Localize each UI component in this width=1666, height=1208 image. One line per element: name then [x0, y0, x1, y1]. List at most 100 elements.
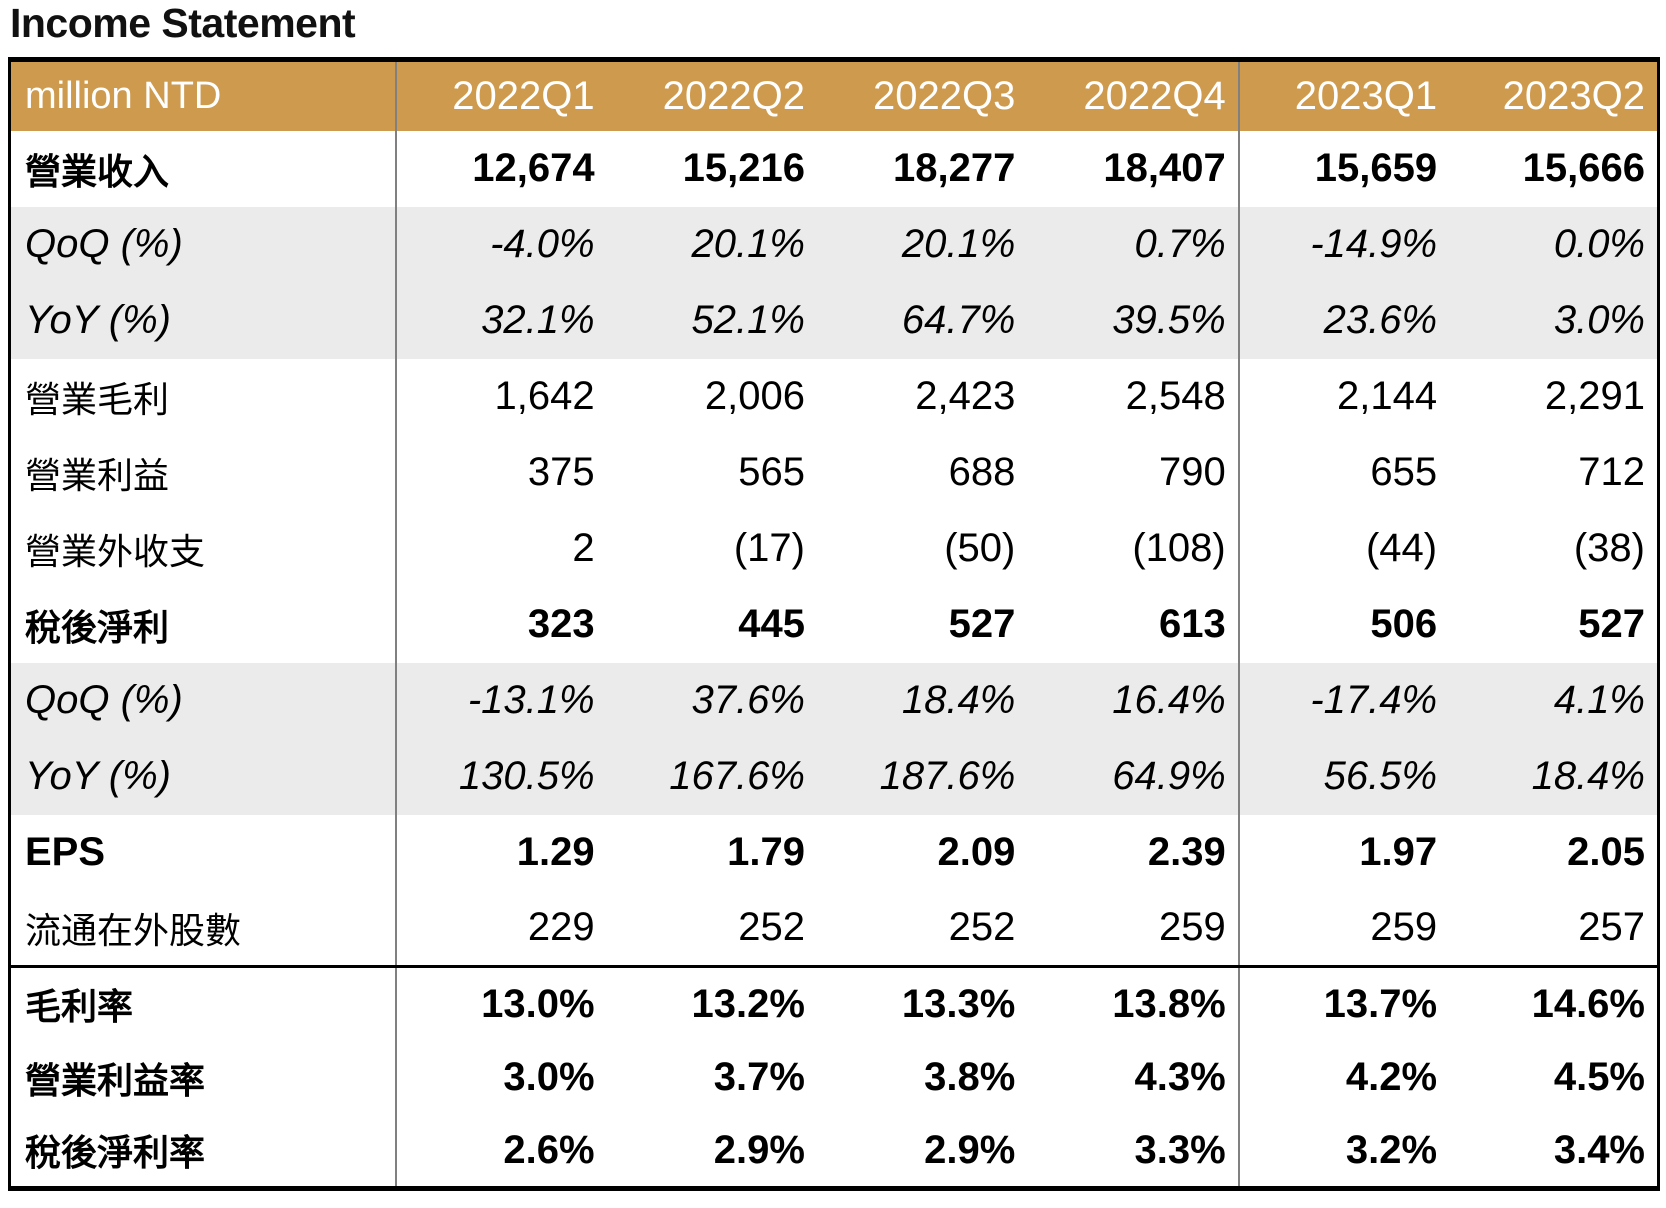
cell-value: 2	[572, 526, 595, 570]
cell-value: 323	[527, 602, 595, 646]
cell-value: 14.6%	[1449, 965, 1659, 1041]
cell-value: 2,423	[915, 374, 1016, 418]
cell-value: 2.09	[937, 830, 1016, 874]
table-row: 營業利益 375 565 688 790 655 712	[9, 434, 1659, 511]
row-label: 營業收入	[9, 130, 398, 207]
cell-value: 64.9%	[1027, 738, 1240, 815]
cell-value: 12,674	[472, 146, 595, 190]
table-row: 營業利益率 3.0% 3.7% 3.8% 4.3% 4.2% 4.5%	[9, 1040, 1659, 1115]
table-row: 毛利率 13.0% 13.2% 13.3% 13.8% 13.7% 14.6%	[9, 965, 1659, 1041]
row-label: 流通在外股數	[9, 890, 398, 967]
cell-value: 13.8%	[1027, 965, 1240, 1041]
cell-value: -14.9%	[1310, 222, 1438, 266]
cell-value: 3.4%	[1553, 1127, 1645, 1172]
cell-value: -17.4%	[1310, 678, 1438, 722]
cell-value: 1.97	[1359, 830, 1438, 874]
cell-value: 20.1%	[901, 222, 1016, 266]
row-label: 營業利益率	[9, 1040, 398, 1115]
table-row: YoY (%) 32.1% 52.1% 64.7% 39.5% 23.6% 3.0%	[9, 282, 1659, 359]
cell-value: 20.1%	[691, 222, 805, 266]
row-label: 稅後淨利率	[9, 1114, 398, 1189]
table-row: 稅後淨利 323 445 527 613 506 527	[9, 586, 1659, 663]
table-row: QoQ (%) -13.1% 37.6% 18.4% 16.4% -17.4% 4.1%	[9, 662, 1659, 739]
cell-value: 18.4%	[901, 678, 1016, 722]
column-header-2022Q3: 2022Q3	[872, 73, 1016, 118]
cell-value: 2,006	[704, 374, 805, 418]
cell-value: 13.2%	[606, 965, 817, 1041]
cell-value: 2.6%	[503, 1127, 595, 1172]
income-statement-table: million NTD 2022Q1 2022Q2 2022Q3 2022Q4 2023Q…	[8, 57, 1660, 1191]
cell-value: 2.39	[1027, 814, 1240, 891]
unit-label: million NTD	[9, 59, 398, 131]
cell-value: 18,407	[1027, 130, 1240, 207]
table-row: YoY (%) 130.5% 167.6% 187.6% 64.9% 56.5% 18.4%	[9, 738, 1659, 815]
cell-value: 15,666	[1522, 146, 1645, 190]
cell-value: 3.8%	[924, 1055, 1016, 1099]
row-label: 營業利益	[9, 434, 398, 511]
row-label: YoY (%)	[9, 738, 398, 815]
row-label: QoQ (%)	[9, 662, 398, 739]
table-row: QoQ (%) -4.0% 20.1% 20.1% 0.7% -14.9% 0.0%	[9, 206, 1659, 283]
cell-value: 18.4%	[1531, 754, 1645, 798]
cell-value: 2,291	[1544, 374, 1645, 418]
cell-value: 4.1%	[1553, 678, 1645, 722]
column-header-2023Q1: 2023Q1	[1294, 73, 1438, 118]
row-label: EPS	[9, 814, 398, 891]
cell-value: 15,659	[1314, 146, 1438, 190]
cell-value: -13.1%	[467, 678, 595, 722]
table-header: million NTD 2022Q1 2022Q2 2022Q3 2022Q4 2023Q…	[9, 59, 1659, 131]
cell-value: 3.2%	[1345, 1127, 1438, 1172]
cell-value: 0.0%	[1553, 222, 1645, 266]
cell-value: 13.0%	[396, 965, 607, 1041]
cell-value: 259	[1370, 905, 1438, 950]
table-row: 營業外收支 2 (17) (50) (108) (44) (38)	[9, 510, 1659, 587]
table-row: 流通在外股數 229 252 252 259 259 257	[9, 890, 1659, 967]
cell-value: 0.7%	[1027, 206, 1240, 283]
cell-value: 52.1%	[691, 298, 805, 342]
cell-value: 375	[527, 450, 595, 494]
cell-value: 1,642	[494, 374, 595, 418]
cell-value: 2.9%	[713, 1127, 805, 1172]
table-body: 營業收入 12,674 15,216 18,277 18,407 15,659 15,666…	[9, 130, 1659, 1189]
cell-value: 32.1%	[481, 298, 595, 342]
cell-value: (17)	[733, 526, 805, 570]
table-row: 營業毛利 1,642 2,006 2,423 2,548 2,144 2,291	[9, 358, 1659, 435]
cell-value: (38)	[1573, 526, 1645, 570]
cell-value: 259	[1027, 890, 1240, 967]
cell-value: 16.4%	[1027, 662, 1240, 739]
cell-value: 252	[948, 905, 1016, 950]
cell-value: 3.3%	[1027, 1114, 1240, 1189]
page-title: Income Statement	[10, 0, 356, 46]
cell-value: 187.6%	[879, 754, 1016, 798]
cell-value: 527	[948, 602, 1016, 646]
cell-value: 3.0%	[503, 1055, 595, 1099]
cell-value: 3.0%	[1553, 298, 1645, 342]
cell-value: (50)	[944, 526, 1016, 570]
cell-value: 445	[738, 602, 805, 646]
cell-value: 37.6%	[691, 678, 805, 722]
cell-value: 4.5%	[1553, 1055, 1645, 1099]
cell-value: 688	[948, 450, 1016, 494]
cell-value: -4.0%	[490, 222, 595, 266]
cell-value: 13.3%	[816, 965, 1028, 1041]
row-label: 營業毛利	[9, 358, 398, 435]
cell-value: 39.5%	[1027, 282, 1240, 359]
cell-value: 506	[1370, 602, 1438, 646]
cell-value: (108)	[1027, 510, 1240, 587]
row-label: 稅後淨利	[9, 586, 398, 663]
column-header-2023Q2: 2023Q2	[1502, 73, 1645, 118]
cell-value: 229	[527, 905, 595, 950]
cell-value: 3.7%	[713, 1055, 805, 1099]
column-header-2022Q4: 2022Q4	[1027, 59, 1240, 131]
cell-value: 712	[1578, 450, 1645, 494]
cell-value: (44)	[1365, 526, 1438, 570]
cell-value: 130.5%	[458, 754, 595, 798]
row-label: QoQ (%)	[9, 206, 398, 283]
cell-value: 790	[1027, 434, 1240, 511]
column-header-2022Q1: 2022Q1	[452, 73, 595, 118]
cell-value: 613	[1027, 586, 1240, 663]
cell-value: 655	[1370, 450, 1438, 494]
cell-value: 527	[1578, 602, 1645, 646]
cell-value: 2.9%	[924, 1127, 1016, 1172]
